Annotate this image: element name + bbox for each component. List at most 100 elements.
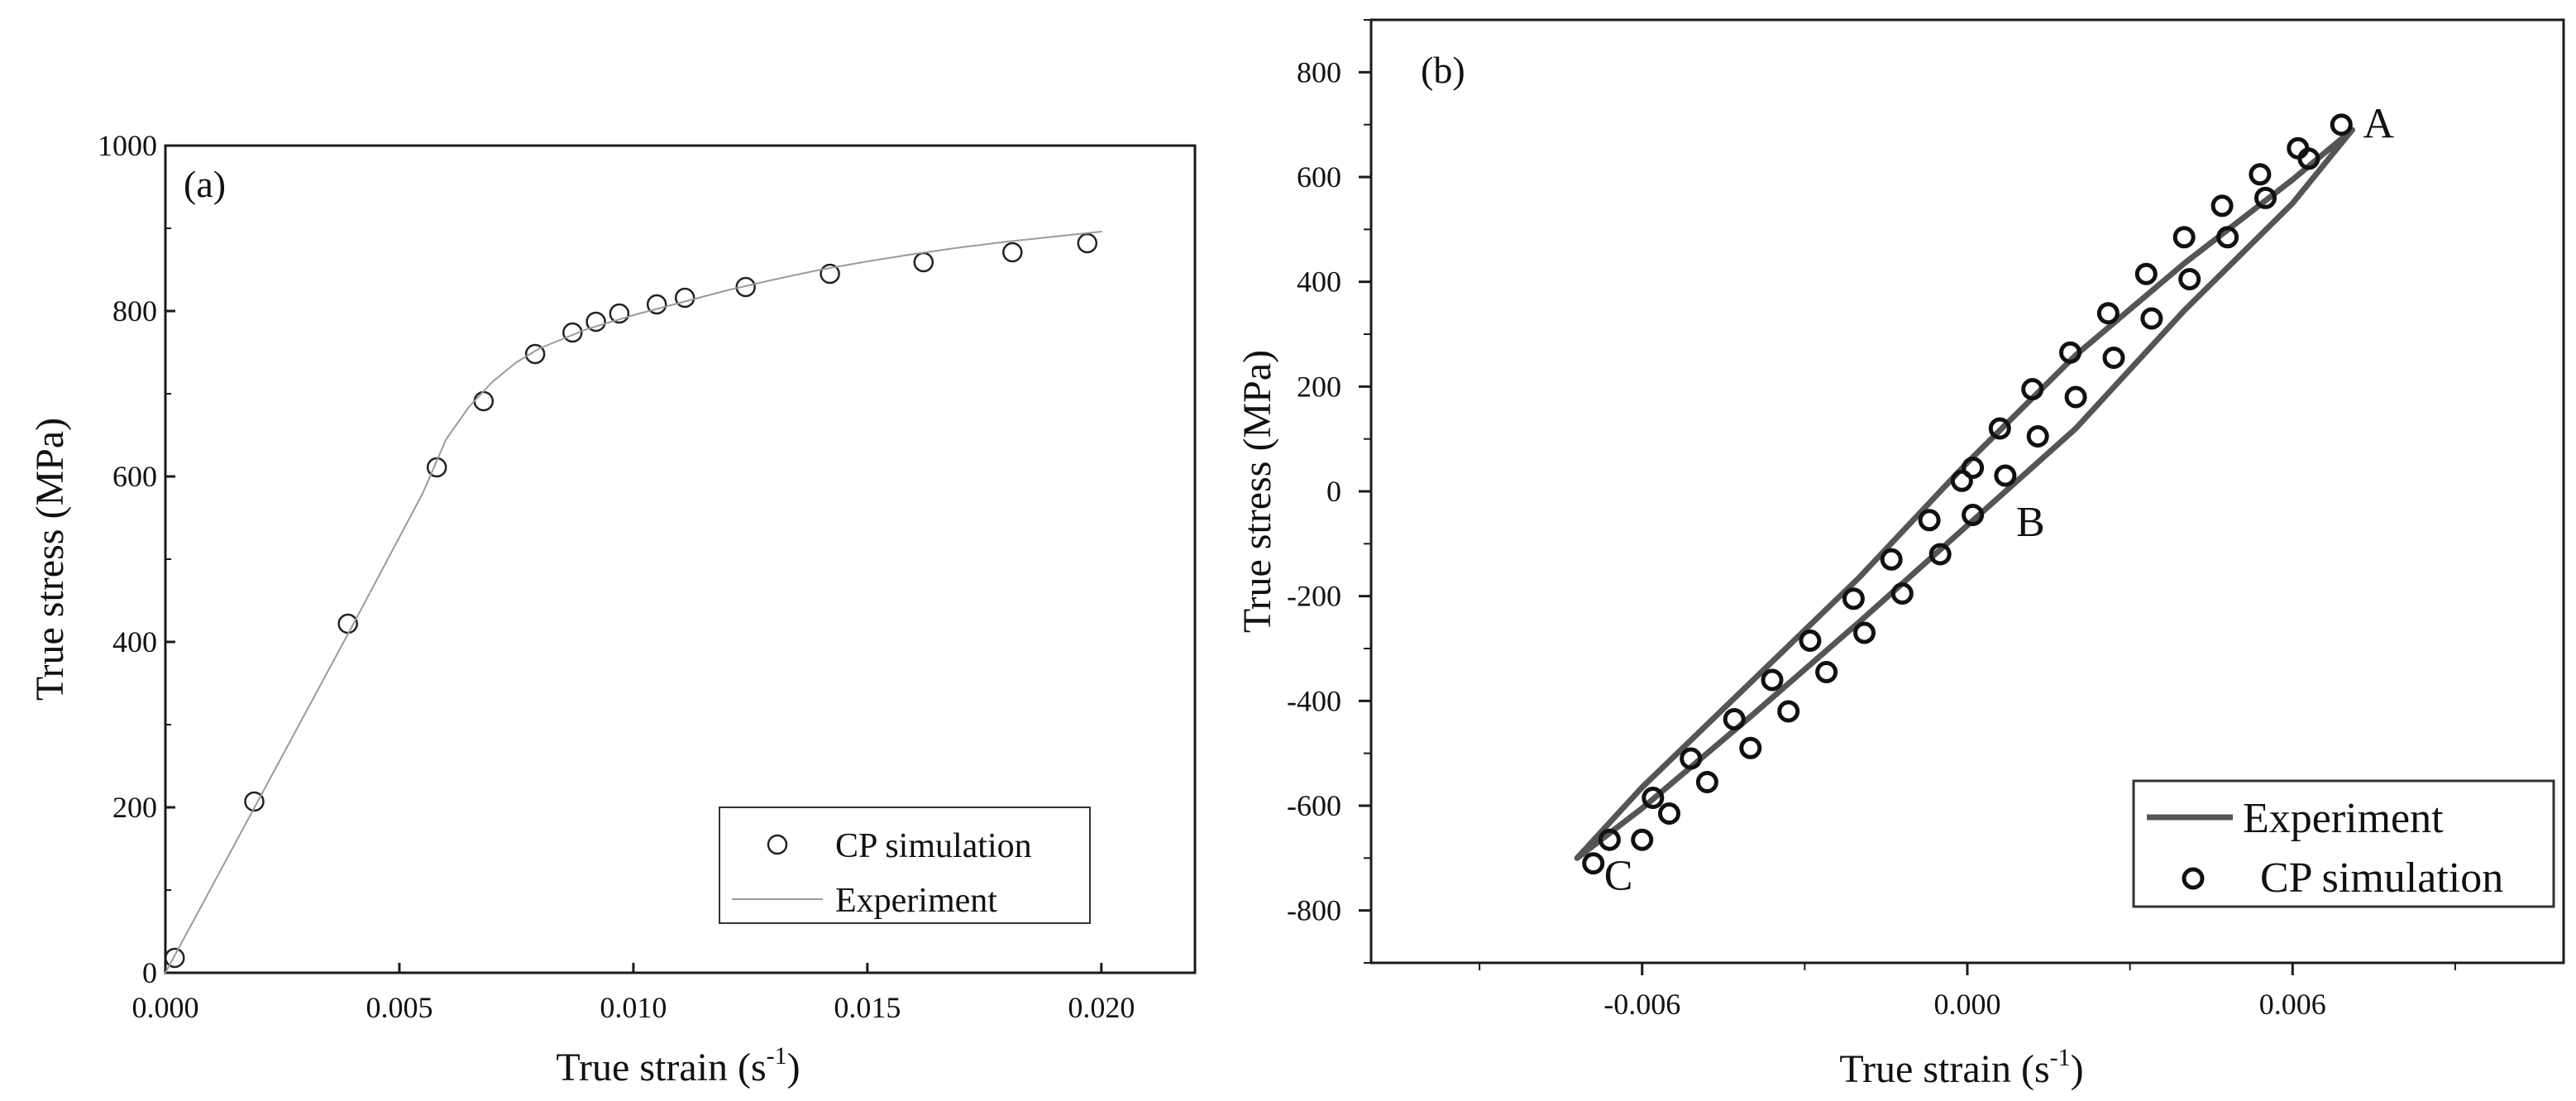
panel-label-b: (b)	[1421, 49, 1465, 91]
annotation-point-b: B	[2016, 499, 2045, 546]
data-point-cp-simulation-b	[1842, 587, 1865, 610]
data-point-cp-simulation-b	[2287, 136, 2310, 160]
legend-box-b	[2132, 779, 2555, 908]
y-tick-label-b--200: -200	[1287, 580, 1341, 613]
data-point-cp-simulation-b	[1658, 802, 1680, 825]
data-point-cp-simulation-b	[2134, 262, 2158, 285]
x-axis-label-a: True strain (s-1)	[556, 1042, 800, 1089]
data-point-cp-simulation-a	[820, 263, 840, 285]
data-point-cp-simulation-b	[1642, 787, 1665, 809]
data-point-cp-simulation-b	[2021, 378, 2044, 400]
data-point-cp-simulation-b	[1761, 668, 1784, 692]
data-point-cp-simulation-a	[473, 390, 495, 412]
data-point-cp-simulation-b	[2059, 341, 2081, 364]
y-tick-label-b-400: 400	[1297, 266, 1341, 299]
data-point-cp-simulation-b	[2140, 307, 2163, 330]
data-point-cp-simulation-b	[1853, 621, 1876, 644]
x-axis-label-a-base: True strain (s	[556, 1046, 766, 1089]
x-axis-label-a-exponent: -1	[767, 1042, 787, 1070]
annotation-point-a: A	[2363, 101, 2395, 148]
data-point-cp-simulation-a	[426, 457, 447, 478]
x-axis-label-b-base: True strain (s	[1839, 1047, 2049, 1091]
y-axis-ticks-a: 0 200 400 600 800 1000	[98, 129, 175, 989]
y-tick-label-b--800: -800	[1287, 894, 1341, 927]
x-axis-label-a-suffix: )	[787, 1046, 801, 1089]
legend-a: CP simulation Experiment	[719, 807, 1091, 924]
y-axis-label-a: True stress (MPa)	[28, 418, 72, 701]
y-axis-label-b: True stress (MPa)	[1235, 350, 1279, 633]
data-point-cp-simulation-b	[1598, 828, 1621, 851]
data-point-cp-simulation-a	[735, 276, 756, 298]
legend-b: Experiment CP simulation	[2132, 779, 2555, 908]
data-point-cp-simulation-b	[1928, 543, 1952, 566]
y-tick-label-a-200: 200	[112, 791, 157, 824]
annotation-point-c: C	[1604, 852, 1633, 899]
data-point-cp-simulation-a	[562, 322, 583, 343]
data-point-cp-simulation-a	[646, 294, 667, 315]
legend-label-cp-simulation-b: CP simulation	[2260, 854, 2503, 902]
x-tick-label-a-0.020: 0.020	[1068, 991, 1135, 1024]
chart-panel-b: -800 -600 -400 -200 0 200 400 600 800 -0.006 0.00…	[1235, 18, 2565, 1091]
data-point-cp-simulation-b	[2210, 194, 2234, 218]
panel-label-a: (a)	[184, 163, 226, 205]
data-point-cp-simulation-b	[2178, 268, 2201, 290]
annotations-b: A B C	[1604, 101, 2395, 900]
data-point-cp-simulation-b	[1988, 417, 2011, 440]
series-group-b	[1574, 113, 2355, 875]
chart-panel-a: 0 200 400 600 800 1000 0.000 0.005 0.010 0.015 0.…	[28, 129, 1197, 1089]
data-point-cp-simulation-b	[1777, 700, 1800, 723]
x-tick-label-a-0.010: 0.010	[600, 991, 667, 1024]
data-point-cp-simulation-a	[609, 303, 630, 324]
legend-marker-cp-simulation-a	[767, 834, 788, 855]
x-axis-label-b-suffix: )	[2071, 1047, 2084, 1091]
data-point-cp-simulation-b	[1739, 736, 1762, 759]
data-point-cp-simulation-b	[1799, 629, 1822, 652]
data-point-cp-simulation-b	[1723, 708, 1746, 730]
data-point-cp-simulation-b	[1880, 548, 1903, 571]
data-point-cp-simulation-b	[1695, 771, 1718, 793]
data-point-cp-simulation-b	[2330, 113, 2353, 136]
data-point-cp-simulation-b	[2249, 163, 2272, 186]
legend-label-experiment-b: Experiment	[2243, 795, 2444, 842]
data-point-cp-simulation-b	[1962, 504, 1985, 526]
y-tick-label-a-0: 0	[142, 956, 157, 989]
x-tick-label-a-0.005: 0.005	[366, 991, 433, 1024]
data-point-cp-simulation-b	[1631, 828, 1654, 851]
data-point-cp-simulation-b	[1582, 852, 1605, 875]
data-point-cp-simulation-b	[2096, 302, 2120, 325]
x-axis-label-b-exponent: -1	[2050, 1044, 2071, 1071]
x-tick-label-b--0.006: -0.006	[1603, 988, 1680, 1021]
series-line-experiment-b	[1574, 127, 2355, 861]
legend-label-cp-simulation-a: CP simulation	[835, 827, 1032, 865]
data-point-cp-simulation-b	[2102, 347, 2125, 369]
data-point-cp-simulation-b	[1994, 464, 2017, 487]
data-point-cp-simulation-a	[913, 251, 934, 273]
data-point-cp-simulation-a	[165, 947, 185, 969]
data-point-cp-simulation-b	[1918, 509, 1941, 532]
x-tick-label-b-0.000: 0.000	[1934, 988, 2001, 1021]
y-tick-label-b-0: 0	[1326, 475, 1341, 508]
data-point-cp-simulation-a	[585, 311, 606, 333]
data-point-cp-simulation-b	[2297, 147, 2320, 170]
data-point-cp-simulation-b	[2254, 186, 2277, 209]
data-point-cp-simulation-b	[2216, 226, 2239, 249]
data-point-cp-simulation-b	[2064, 385, 2087, 409]
x-tick-label-a-0.015: 0.015	[834, 991, 901, 1024]
y-tick-label-b--600: -600	[1287, 789, 1341, 822]
y-tick-label-a-800: 800	[112, 294, 157, 328]
data-point-cp-simulation-a	[1002, 242, 1023, 263]
data-point-cp-simulation-a	[674, 287, 695, 309]
y-tick-label-a-400: 400	[112, 625, 157, 658]
x-axis-ticks-b: -0.006 0.000 0.006	[1479, 963, 2456, 1021]
y-tick-label-b-600: 600	[1297, 160, 1341, 194]
x-axis-label-b: True strain (s-1)	[1839, 1044, 2083, 1091]
y-tick-label-b--400: -400	[1287, 684, 1341, 717]
y-tick-label-a-1000: 1000	[98, 129, 157, 162]
x-tick-label-b-0.006: 0.006	[2259, 988, 2326, 1021]
data-point-cp-simulation-a	[524, 343, 546, 365]
data-point-cp-simulation-a	[1077, 232, 1098, 254]
series-line-experiment-a	[165, 231, 1102, 974]
data-point-cp-simulation-b	[1950, 469, 1973, 492]
data-point-cp-simulation-b	[2172, 226, 2196, 249]
